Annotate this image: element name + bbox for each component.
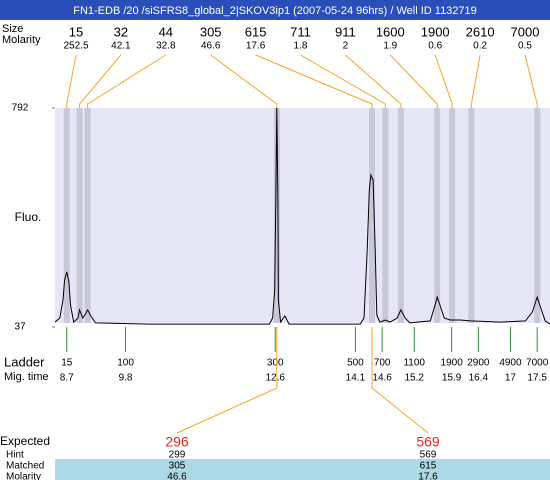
hint-size: 299 [169,450,186,461]
peak-molarity: 0.2 [473,41,487,52]
expected-label: Expected [0,434,50,448]
plot-area [55,108,550,323]
peak-molarity: 252.5 [63,41,88,52]
ladder-time: 15.2 [404,373,424,384]
peak-band [273,108,280,323]
peak-size: 1600 [376,24,405,39]
ladder-size: 1900 [441,358,464,369]
peak-molarity: 46.6 [201,41,221,52]
trace [54,107,550,325]
peak-connector [79,54,122,108]
mig-time-label: Mig. time [4,371,49,383]
peak-molarity: 1.8 [294,41,308,52]
molarity-row-label: Molarity [2,34,41,46]
y-axis-label: Fluo. [15,210,42,224]
ladder-time: 9.8 [119,373,133,384]
peak-band [84,108,91,323]
ladder-size: 2900 [467,358,490,369]
matched-size: 305 [169,461,186,472]
peak-molarity: 42.1 [111,41,131,52]
molarity-label: Molarity [6,472,41,480]
peak-molarity: 0.5 [518,41,532,52]
peak-size: 1900 [421,24,450,39]
ladder-size: 1100 [403,358,425,369]
peak-size: 44 [159,24,173,39]
peak-size: 615 [245,24,267,39]
peak-size: 911 [335,24,356,39]
ladder-size: 700 [374,358,391,369]
hint-label: Hint [6,450,24,461]
match-connector [176,327,278,434]
ladder-size: 100 [117,358,134,369]
peak-band [468,108,475,323]
peak-size: 711 [290,24,311,39]
peak-size: 305 [200,24,222,39]
ladder-time: 16.4 [469,373,489,384]
ladder-time: 14.6 [372,373,392,384]
matched-label: Matched [6,461,44,472]
peak-band [434,108,441,323]
peak-band [397,108,404,323]
peak-molarity: 32.8 [156,41,176,52]
peak-connector [345,54,402,108]
ladder-time: 8.7 [60,373,74,384]
expected-size: 296 [165,434,189,450]
peak-band [63,108,70,323]
ladder-time: 17.5 [527,373,547,384]
peak-size: 7000 [511,24,540,39]
ladder-time: 12.6 [266,373,286,384]
ladder-size: 4900 [499,358,522,369]
ladder-label: Ladder [4,354,45,369]
peak-connector [87,54,167,108]
ladder-time: 14.1 [346,373,366,384]
ladder-size: 500 [347,358,364,369]
peak-band [382,108,389,323]
expected-size: 569 [416,434,440,450]
title: FN1-EDB /20 /siSFRS8_global_2|SKOV3ip1 (… [73,5,477,17]
ladder-size: 7000 [526,358,549,369]
matched-band [55,459,550,480]
peak-molarity: 0.6 [428,41,442,52]
peak-molarity: 2 [343,41,349,52]
peak-connector [255,54,373,108]
ladder-size: 300 [267,358,284,369]
peak-band [449,108,456,323]
matched-molarity: 17.6 [418,472,438,480]
ladder-time: 15.9 [442,373,462,384]
matched-molarity: 46.6 [167,472,187,480]
matched-size: 615 [420,461,437,472]
peak-size: 32 [114,24,128,39]
match-connector [371,327,429,434]
y-tick-label: 792 [12,103,29,114]
peak-connector [524,54,538,108]
peak-molarity: 17.6 [246,41,266,52]
peak-band [76,108,83,323]
peak-connector [66,54,77,108]
size-row-label: Size [2,23,23,35]
peak-connector [389,54,438,108]
peak-connector [210,54,278,108]
hint-size: 569 [420,450,437,461]
y-tick-label: 37 [14,322,26,333]
ladder-time: 17 [505,373,517,384]
title-bar [0,0,550,20]
peak-connector [434,54,453,108]
peak-molarity: 1.9 [383,41,397,52]
peak-band [368,108,375,323]
peak-size: 15 [69,24,83,39]
peak-band [534,108,541,323]
peak-connector [470,54,481,108]
peak-connector [300,54,386,108]
ladder-size: 15 [61,358,73,369]
peak-size: 2610 [466,24,495,39]
